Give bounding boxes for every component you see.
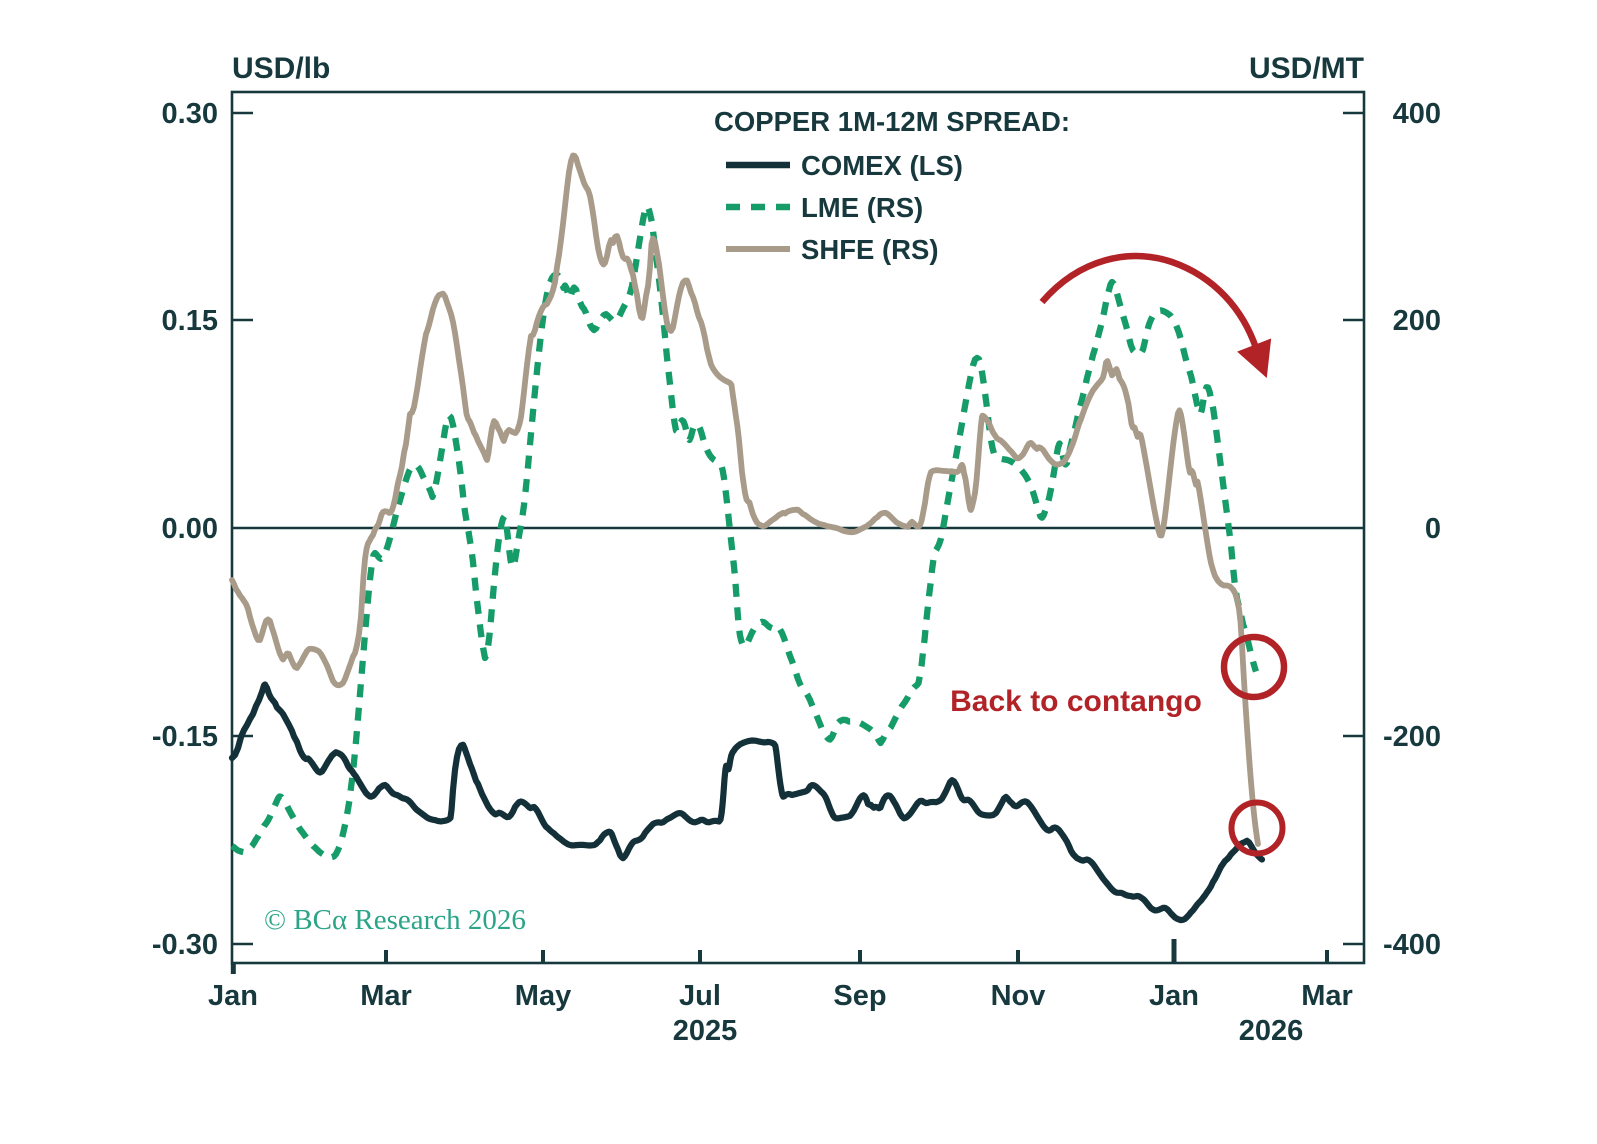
svg-text:400: 400 bbox=[1393, 98, 1441, 130]
svg-text:0.00: 0.00 bbox=[162, 513, 218, 545]
svg-text:-400: -400 bbox=[1383, 929, 1441, 961]
svg-text:COMEX (LS): COMEX (LS) bbox=[801, 150, 963, 181]
svg-text:Jan: Jan bbox=[1149, 980, 1199, 1012]
svg-text:Nov: Nov bbox=[991, 980, 1046, 1012]
svg-text:COPPER 1M-12M SPREAD:: COPPER 1M-12M SPREAD: bbox=[714, 106, 1070, 137]
svg-text:200: 200 bbox=[1393, 305, 1441, 337]
svg-text:May: May bbox=[515, 980, 571, 1012]
svg-text:Jul: Jul bbox=[679, 980, 721, 1012]
svg-text:SHFE (RS): SHFE (RS) bbox=[801, 234, 939, 265]
svg-text:0.15: 0.15 bbox=[162, 305, 218, 337]
svg-text:0: 0 bbox=[1425, 513, 1441, 545]
svg-text:Sep: Sep bbox=[833, 980, 886, 1012]
svg-text:2026: 2026 bbox=[1239, 1015, 1304, 1047]
svg-text:© BCα Research 2026: © BCα Research 2026 bbox=[264, 904, 526, 936]
svg-text:-0.30: -0.30 bbox=[152, 929, 218, 961]
svg-text:-0.15: -0.15 bbox=[152, 721, 218, 753]
svg-text:Back to contango: Back to contango bbox=[950, 685, 1202, 718]
svg-text:LME (RS): LME (RS) bbox=[801, 192, 923, 223]
svg-text:Jan: Jan bbox=[208, 980, 258, 1012]
svg-text:2025: 2025 bbox=[673, 1015, 738, 1047]
svg-text:0.30: 0.30 bbox=[162, 98, 218, 130]
svg-text:USD/MT: USD/MT bbox=[1249, 52, 1364, 85]
svg-text:USD/lb: USD/lb bbox=[232, 52, 330, 85]
svg-text:Mar: Mar bbox=[1301, 980, 1353, 1012]
svg-text:Mar: Mar bbox=[360, 980, 412, 1012]
svg-text:-200: -200 bbox=[1383, 721, 1441, 753]
